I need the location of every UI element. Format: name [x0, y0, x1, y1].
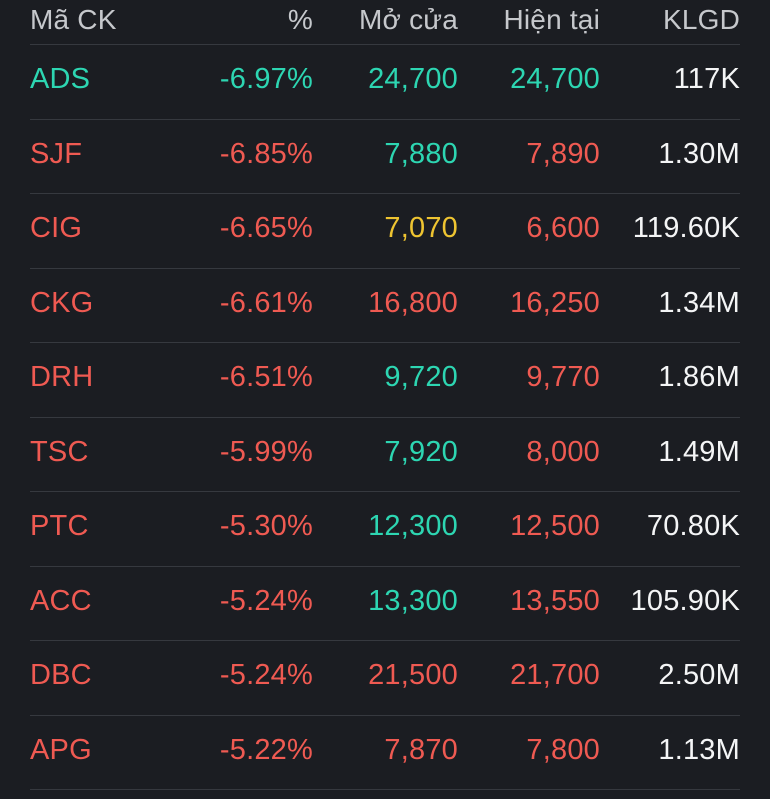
table-row[interactable]: DBC -5.24% 21,500 21,700 2.50M: [30, 641, 740, 716]
table-header-row: Mã CK % Mở cửa Hiện tại KLGD: [30, 0, 740, 45]
table-row[interactable]: APG -5.22% 7,870 7,800 1.13M: [30, 716, 740, 790]
current-price-cell: 8,000: [526, 435, 600, 468]
open-price-cell: 7,070: [384, 212, 458, 245]
open-price-cell: 7,870: [384, 733, 458, 766]
table-row[interactable]: TSC -5.99% 7,920 8,000 1.49M: [30, 418, 740, 492]
table-row[interactable]: CKG -6.61% 16,800 16,250 1.34M: [30, 269, 740, 343]
stock-code-cell: DRH: [30, 361, 94, 394]
open-price-cell: 7,880: [384, 137, 458, 170]
stock-code-cell: TSC: [30, 435, 89, 468]
stock-code-cell: DBC: [30, 659, 92, 692]
current-price-cell: 12,500: [510, 510, 600, 543]
current-price-cell: 7,890: [526, 137, 600, 170]
percent-cell: -6.61%: [219, 286, 313, 319]
current-price-cell: 6,600: [526, 212, 600, 245]
stock-code-cell: SJF: [30, 137, 83, 170]
table-row[interactable]: ACC -5.24% 13,300 13,550 105.90K: [30, 567, 740, 641]
percent-cell: -5.30%: [219, 510, 313, 543]
current-price-cell: 24,700: [510, 63, 600, 96]
volume-cell: 1.30M: [658, 137, 740, 170]
table-row[interactable]: DRH -6.51% 9,720 9,770 1.86M: [30, 343, 740, 418]
percent-cell: -5.99%: [219, 435, 313, 468]
current-price-cell: 13,550: [510, 584, 600, 617]
percent-cell: -6.65%: [219, 212, 313, 245]
current-price-cell: 16,250: [510, 286, 600, 319]
column-header-volume[interactable]: KLGD: [662, 3, 740, 35]
volume-cell: 119.60K: [632, 212, 740, 245]
percent-cell: -5.24%: [219, 584, 313, 617]
percent-cell: -6.97%: [219, 63, 313, 96]
volume-cell: 1.49M: [658, 435, 740, 468]
column-header-percent[interactable]: %: [287, 3, 313, 35]
open-price-cell: 13,300: [368, 584, 458, 617]
stock-code-cell: CKG: [30, 286, 94, 319]
percent-cell: -5.24%: [219, 659, 313, 692]
stock-code-cell: CIG: [30, 212, 83, 245]
column-header-current[interactable]: Hiện tại: [503, 3, 600, 35]
volume-cell: 105.90K: [630, 584, 740, 617]
table-row[interactable]: CIG -6.65% 7,070 6,600 119.60K: [30, 194, 740, 269]
current-price-cell: 21,700: [510, 659, 600, 692]
stock-code-cell: APG: [30, 733, 92, 766]
volume-cell: 70.80K: [646, 510, 740, 543]
volume-cell: 2.50M: [658, 659, 740, 692]
stock-code-cell: ADS: [30, 63, 91, 96]
table-row[interactable]: ADS -6.97% 24,700 24,700 117K: [30, 45, 740, 120]
open-price-cell: 7,920: [384, 435, 458, 468]
volume-cell: 1.13M: [658, 733, 740, 766]
column-header-open[interactable]: Mở cửa: [359, 3, 458, 35]
stock-code-cell: ACC: [30, 584, 92, 617]
table-body: ADS -6.97% 24,700 24,700 117K SJF -6.85%…: [0, 45, 770, 790]
volume-cell: 1.86M: [658, 361, 740, 394]
volume-cell: 1.34M: [658, 286, 740, 319]
open-price-cell: 9,720: [384, 361, 458, 394]
percent-cell: -5.22%: [219, 733, 313, 766]
open-price-cell: 12,300: [368, 510, 458, 543]
column-header-code[interactable]: Mã CK: [30, 3, 117, 35]
percent-cell: -6.51%: [219, 361, 313, 394]
volume-cell: 117K: [673, 63, 740, 96]
open-price-cell: 24,700: [368, 63, 458, 96]
current-price-cell: 7,800: [526, 733, 600, 766]
table-row[interactable]: PTC -5.30% 12,300 12,500 70.80K: [30, 492, 740, 567]
table-row[interactable]: SJF -6.85% 7,880 7,890 1.30M: [30, 120, 740, 194]
open-price-cell: 16,800: [368, 286, 458, 319]
open-price-cell: 21,500: [368, 659, 458, 692]
percent-cell: -6.85%: [219, 137, 313, 170]
stock-code-cell: PTC: [30, 510, 89, 543]
current-price-cell: 9,770: [526, 361, 600, 394]
